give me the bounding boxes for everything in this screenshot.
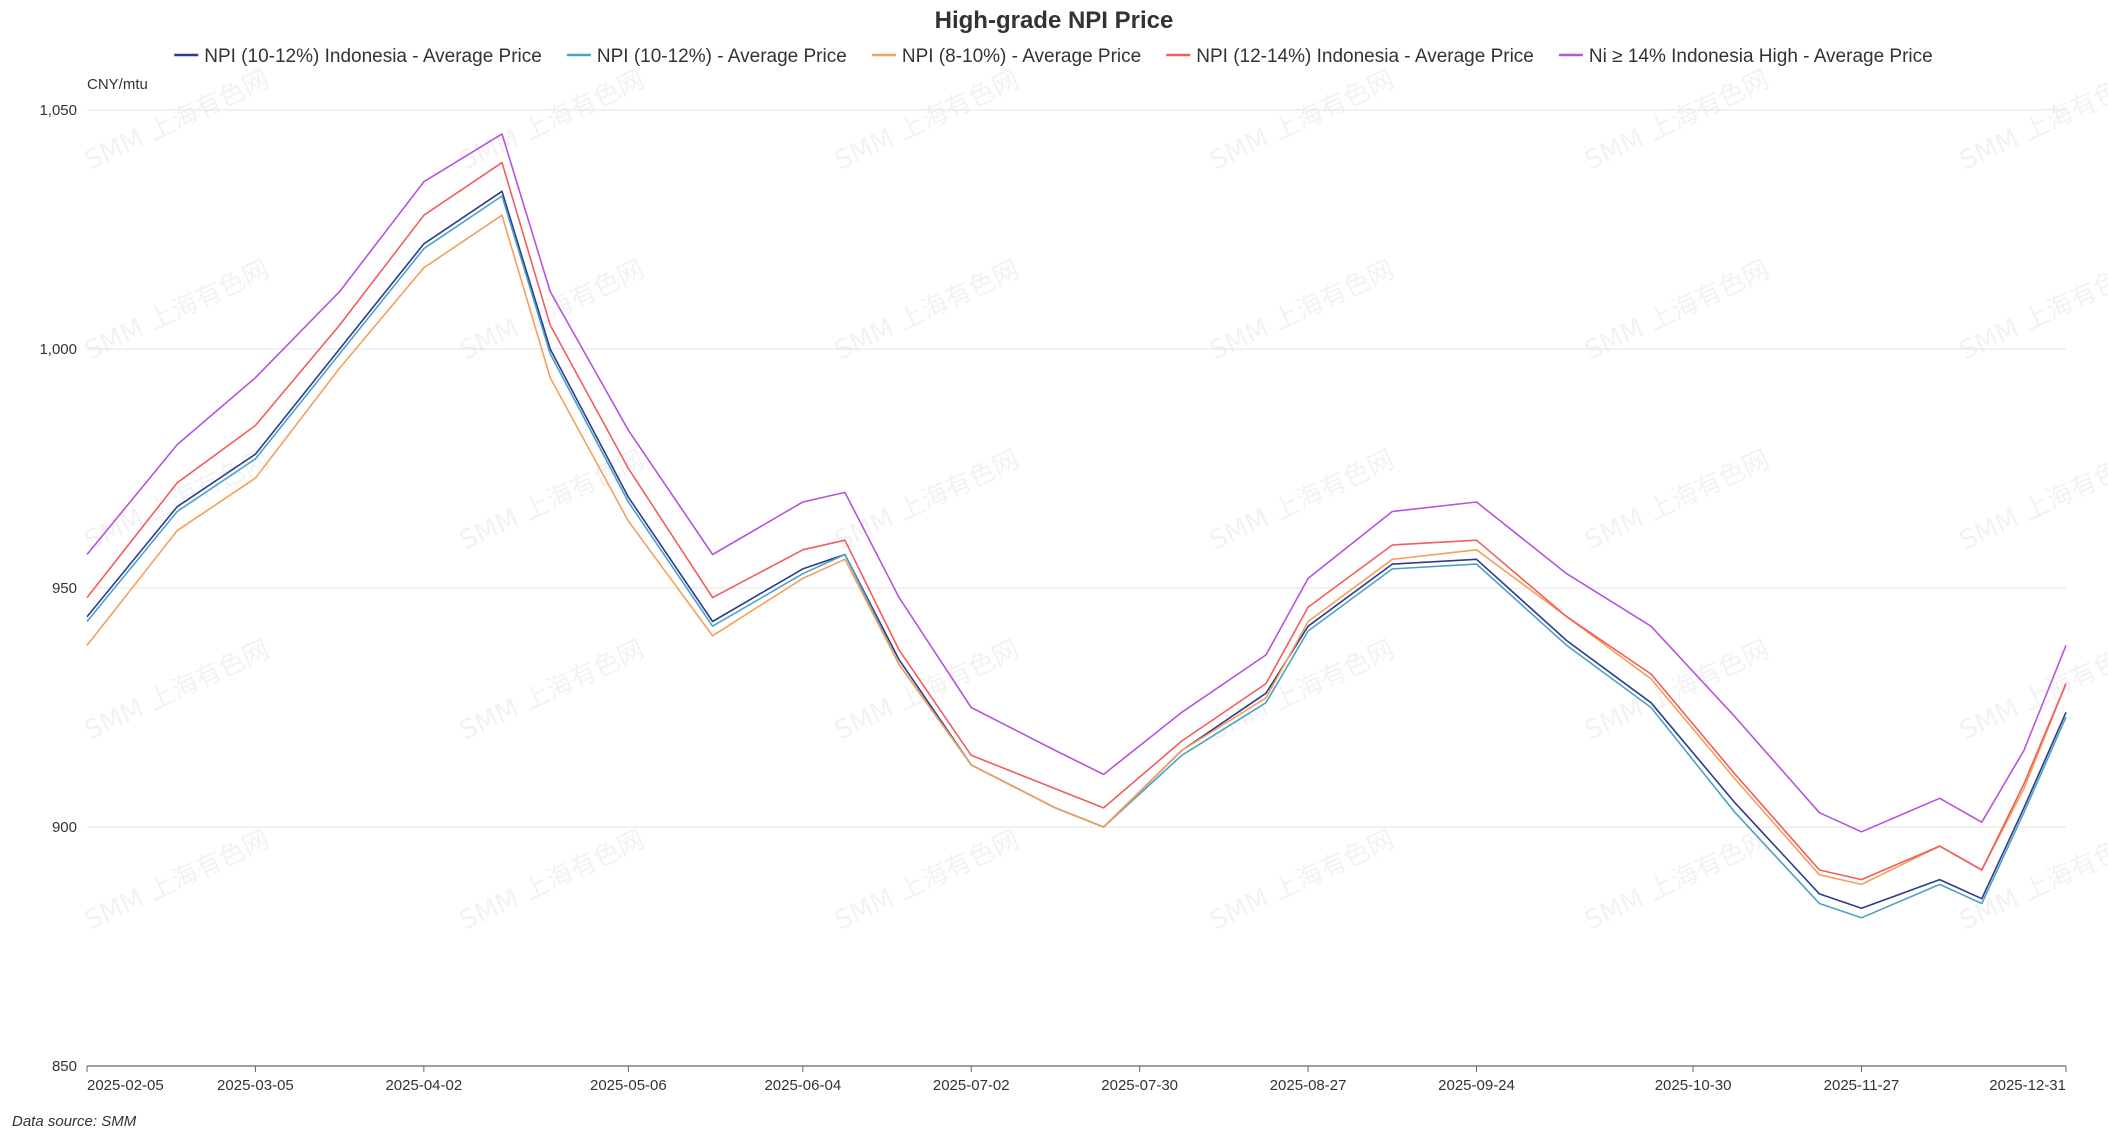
y-tick-label: 1,000 <box>39 341 77 358</box>
watermark-text: SMM 上海有色网 <box>1955 445 2108 557</box>
x-tick-label: 2025-02-05 <box>87 1077 164 1094</box>
y-axis-unit-label: CNY/mtu <box>87 76 148 93</box>
x-tick-label: 2025-12-31 <box>1989 1077 2066 1094</box>
x-tick-label: 2025-07-02 <box>933 1077 1010 1094</box>
watermark-text: SMM 上海有色网 <box>80 825 274 937</box>
legend[interactable]: NPI (10-12%) Indonesia - Average Price NP… <box>174 46 1933 67</box>
watermark-text: SMM 上海有色网 <box>80 255 274 367</box>
y-tick-label: 850 <box>52 1058 77 1075</box>
watermark-text: SMM 上海有色网 <box>1580 635 1774 747</box>
chart-title: High-grade NPI Price <box>935 7 1174 34</box>
watermark-text: SMM 上海有色网 <box>1205 65 1399 177</box>
y-tick-label: 900 <box>52 819 77 836</box>
x-tick-label: 2025-10-30 <box>1655 1077 1732 1094</box>
legend-item[interactable]: NPI (12-14%) Indonesia - Average Price <box>1166 46 1534 67</box>
x-tick-label: 2025-07-30 <box>1101 1077 1178 1094</box>
watermark-text: SMM 上海有色网 <box>1955 825 2108 937</box>
series-layer <box>86 133 2067 919</box>
x-tick-label: 2025-04-02 <box>385 1077 462 1094</box>
data-source-note: Data source: SMM <box>12 1113 137 1130</box>
watermark-text: SMM 上海有色网 <box>830 255 1024 367</box>
watermark-text: SMM 上海有色网 <box>455 445 649 557</box>
legend-item[interactable]: NPI (10-12%) Indonesia - Average Price <box>174 46 542 67</box>
watermark-text: SMM 上海有色网 <box>1580 445 1774 557</box>
x-tick-label: 2025-09-24 <box>1438 1077 1515 1094</box>
series-line-2 <box>86 195 2067 919</box>
x-tick-label: 2025-03-05 <box>217 1077 294 1094</box>
watermark-text: SMM 上海有色网 <box>1580 825 1774 937</box>
watermark-text: SMM 上海有色网 <box>1955 255 2108 367</box>
watermark-text: SMM 上海有色网 <box>1205 635 1399 747</box>
watermark-text: SMM 上海有色网 <box>1205 825 1399 937</box>
watermark-text: SMM 上海有色网 <box>1955 65 2108 177</box>
watermark-text: SMM 上海有色网 <box>1580 255 1774 367</box>
axes: 850 900 950 1,000 1,050 2025-02-05 2025-03-05 2… <box>39 102 2067 1094</box>
legend-label: NPI (10-12%) Indonesia - Average Price <box>204 46 542 67</box>
x-tick-label: 2025-11-27 <box>1824 1077 1900 1094</box>
legend-label: Ni ≥ 14% Indonesia High - Average Price <box>1589 46 1933 67</box>
y-tick-label: 950 <box>52 580 77 597</box>
legend-item[interactable]: NPI (8-10%) - Average Price <box>871 46 1141 67</box>
legend-label: NPI (10-12%) - Average Price <box>597 46 847 67</box>
watermark-text: SMM 上海有色网 <box>80 635 274 747</box>
series-line-5 <box>86 133 2067 833</box>
series-line-4 <box>86 161 2067 881</box>
x-tick-label: 2025-05-06 <box>590 1077 667 1094</box>
legend-item[interactable]: NPI (10-12%) - Average Price <box>566 46 847 67</box>
x-tick-label: 2025-06-04 <box>764 1077 841 1094</box>
watermark-text: SMM 上海有色网 <box>1205 445 1399 557</box>
watermark-text: SMM 上海有色网 <box>455 825 649 937</box>
watermark-text: SMM 上海有色网 <box>455 65 649 177</box>
watermark-layer: SMM 上海有色网 SMM 上海有色网 SMM 上海有色网 SMM 上海有色网 SMM … <box>80 65 2108 937</box>
watermark-text: SMM 上海有色网 <box>830 65 1024 177</box>
x-tick-label: 2025-08-27 <box>1270 1077 1347 1094</box>
y-tick-label: 1,050 <box>39 102 77 119</box>
series-line-3 <box>86 214 2067 886</box>
watermark-text: SMM 上海有色网 <box>1580 65 1774 177</box>
watermark-text: SMM 上海有色网 <box>1205 255 1399 367</box>
grid-lines <box>87 109 2066 828</box>
watermark-text: SMM 上海有色网 <box>455 255 649 367</box>
legend-item[interactable]: Ni ≥ 14% Indonesia High - Average Price <box>1558 46 1933 67</box>
watermark-text: SMM 上海有色网 <box>830 825 1024 937</box>
watermark-text: SMM 上海有色网 <box>830 445 1024 557</box>
legend-label: NPI (12-14%) Indonesia - Average Price <box>1196 46 1534 67</box>
legend-label: NPI (8-10%) - Average Price <box>902 46 1141 67</box>
watermark-text: SMM 上海有色网 <box>455 635 649 747</box>
